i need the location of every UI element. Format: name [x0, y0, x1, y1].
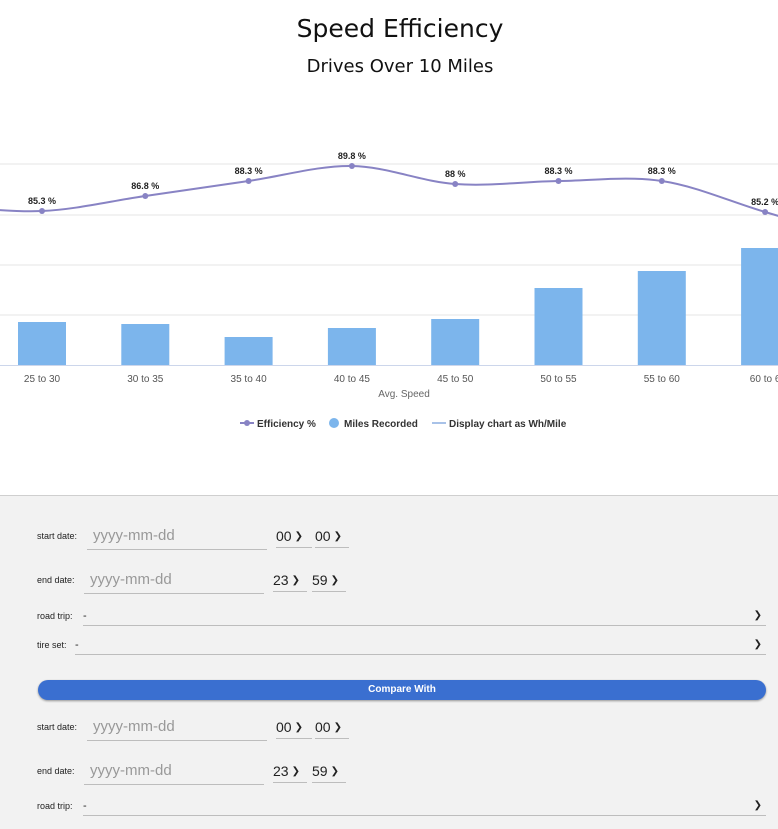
chevron-down-icon: ❯ [753, 639, 762, 650]
bar-miles-recorded[interactable] [431, 319, 480, 365]
x-tick-label: 60 to 6 [750, 374, 778, 385]
compare-start-hour-value: 00 [276, 719, 292, 735]
compare-with-button[interactable]: Compare With [38, 680, 766, 700]
compare-end-minute-select[interactable]: 59 ❯ [312, 760, 346, 783]
efficiency-data-label: 89.8 % [338, 151, 366, 161]
efficiency-data-label: 88.3 % [235, 166, 263, 176]
x-tick-labels: 25 to 30 30 to 35 35 to 40 40 to 45 45 to 50… [24, 374, 778, 385]
compare-start-minute-value: 00 [315, 719, 331, 735]
chevron-down-icon: ❯ [294, 721, 303, 733]
chevron-down-icon: ❯ [753, 610, 762, 621]
legend-item-miles[interactable]: Miles Recorded [329, 418, 418, 430]
chevron-down-icon: ❯ [330, 765, 339, 777]
end-date-input[interactable] [84, 566, 264, 594]
bar-miles-recorded[interactable] [327, 328, 376, 365]
bar-miles-recorded[interactable] [637, 271, 686, 365]
compare-start-date-input[interactable] [87, 713, 267, 741]
chevron-down-icon: ❯ [294, 530, 303, 542]
road-trip-select[interactable]: - ❯ [83, 609, 766, 626]
compare-road-trip-label: road trip: [37, 801, 73, 811]
end-hour-value: 23 [273, 572, 289, 588]
chevron-down-icon: ❯ [291, 574, 300, 586]
compare-start-minute-select[interactable]: 00 ❯ [315, 716, 349, 739]
line-group: 85.3 % 86.8 % 88.3 % 89.8 % 88 % 88.3 % 88.3 %… [0, 151, 778, 217]
efficiency-point[interactable] [245, 178, 252, 184]
bar-miles-recorded[interactable] [534, 288, 583, 365]
efficiency-point[interactable] [658, 178, 665, 184]
filter-form: start date: 00❯ 00❯ end date: 23❯ 59❯ ro… [0, 495, 778, 829]
tire-set-value: - [75, 639, 79, 651]
chevron-down-icon: ❯ [333, 721, 342, 733]
legend-miles-label: Miles Recorded [344, 419, 418, 430]
bars-group [18, 248, 778, 365]
efficiency-data-label: 88.3 % [544, 166, 572, 176]
compare-end-minute-value: 59 [312, 763, 328, 779]
efficiency-data-label: 85.2 % [751, 197, 778, 207]
compare-end-hour-select[interactable]: 23 ❯ [273, 760, 307, 783]
compare-end-date-label: end date: [37, 766, 75, 776]
compare-end-date-input[interactable] [84, 757, 264, 785]
efficiency-data-label: 88 % [445, 169, 466, 179]
bar-miles-recorded[interactable] [224, 337, 273, 365]
legend-wh-label: Display chart as Wh/Mile [449, 419, 567, 430]
x-tick-label: 50 to 55 [540, 374, 577, 385]
end-hour-select[interactable]: 23 ❯ [273, 569, 307, 592]
start-date-input[interactable] [87, 522, 267, 550]
tire-set-select[interactable]: - ❯ [75, 638, 766, 655]
efficiency-point[interactable] [452, 181, 459, 187]
x-tick-label: 25 to 30 [24, 374, 61, 385]
efficiency-point[interactable] [555, 178, 562, 184]
chart-subtitle: Drives Over 10 Miles [306, 56, 494, 77]
x-tick-label: 45 to 50 [437, 374, 474, 385]
x-tick-label: 55 to 60 [644, 374, 681, 385]
chevron-down-icon: ❯ [753, 800, 762, 811]
efficiency-point[interactable] [39, 208, 45, 214]
chart-area: Speed Efficiency Drives Over 10 Miles 85… [0, 14, 778, 430]
start-date-label: start date: [37, 531, 78, 541]
legend-efficiency-label: Efficiency % [257, 419, 316, 430]
efficiency-data-label: 85.3 % [28, 196, 56, 206]
efficiency-data-label: 86.8 % [131, 181, 159, 191]
compare-end-hour-value: 23 [273, 763, 289, 779]
efficiency-line [0, 164, 778, 217]
legend-item-wh-mile[interactable]: Display chart as Wh/Mile [432, 419, 567, 430]
end-minute-select[interactable]: 59 ❯ [312, 569, 346, 592]
chevron-down-icon: ❯ [333, 530, 342, 542]
speed-efficiency-chart: 85.3 % 86.8 % 88.3 % 89.8 % 88 % 88.3 % 88.3 %… [0, 151, 778, 430]
legend-item-efficiency[interactable]: Efficiency % [240, 419, 316, 430]
chart-title: Speed Efficiency [296, 14, 504, 43]
x-axis-title: Avg. Speed [378, 389, 430, 400]
start-hour-value: 00 [276, 528, 292, 544]
efficiency-point[interactable] [762, 209, 769, 215]
x-tick-label: 35 to 40 [231, 374, 268, 385]
compare-start-date-label: start date: [37, 722, 78, 732]
road-trip-value: - [83, 610, 87, 622]
legend[interactable]: Efficiency % Miles Recorded Display char… [240, 418, 567, 430]
x-tick-label: 30 to 35 [127, 374, 164, 385]
chevron-down-icon: ❯ [291, 765, 300, 777]
end-date-label: end date: [37, 575, 75, 585]
compare-start-hour-select[interactable]: 00 ❯ [276, 716, 312, 739]
end-minute-value: 59 [312, 572, 328, 588]
tire-set-label: tire set: [37, 640, 67, 650]
chevron-down-icon: ❯ [330, 574, 339, 586]
efficiency-data-label: 88.3 % [648, 166, 676, 176]
compare-road-trip-select[interactable]: - ❯ [83, 799, 766, 816]
road-trip-label: road trip: [37, 611, 73, 621]
compare-road-trip-value: - [83, 800, 87, 812]
bar-miles-recorded[interactable] [18, 322, 66, 365]
x-tick-label: 40 to 45 [334, 374, 371, 385]
start-minute-value: 00 [315, 528, 331, 544]
start-minute-select[interactable]: 00 ❯ [315, 525, 349, 548]
bar-miles-recorded[interactable] [741, 248, 778, 365]
start-hour-select[interactable]: 00 ❯ [276, 525, 312, 548]
efficiency-point[interactable] [142, 193, 149, 199]
bar-miles-recorded[interactable] [121, 324, 170, 365]
efficiency-point[interactable] [348, 163, 355, 169]
